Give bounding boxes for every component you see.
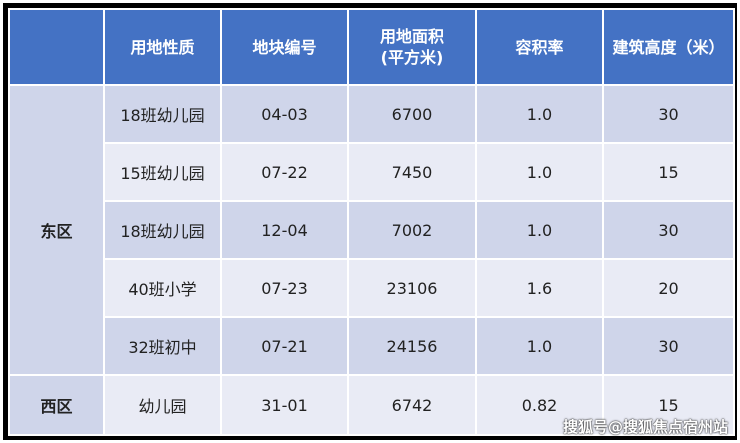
plot-number-cell: 04-03 xyxy=(220,84,349,144)
header-area-line2: (平方米) xyxy=(380,48,444,67)
far-cell: 1.0 xyxy=(475,316,604,376)
height-cell: 30 xyxy=(602,200,735,260)
height-cell: 15 xyxy=(602,374,735,436)
table-row: 40班小学 07-23 23106 1.6 20 xyxy=(9,258,735,318)
plot-number-cell: 07-22 xyxy=(220,142,349,202)
area-cell: 23106 xyxy=(347,258,477,318)
land-use-cell: 18班幼儿园 xyxy=(103,84,222,144)
table-row: 32班初中 07-21 24156 1.0 30 xyxy=(9,316,735,376)
plot-number-cell: 12-04 xyxy=(220,200,349,260)
area-cell: 6742 xyxy=(347,374,477,436)
land-use-cell: 40班小学 xyxy=(103,258,222,318)
plot-number-cell: 07-21 xyxy=(220,316,349,376)
table-row: 东区 18班幼儿园 04-03 6700 1.0 30 xyxy=(8,84,735,376)
land-use-cell: 32班初中 xyxy=(103,316,222,376)
header-far: 容积率 xyxy=(475,8,604,86)
height-cell: 30 xyxy=(602,84,735,144)
area-cell: 6700 xyxy=(347,84,477,144)
header-height: 建筑高度（米） xyxy=(602,8,735,86)
height-cell: 30 xyxy=(602,316,735,376)
table-row: 西区 幼儿园 31-01 6742 0.82 15 xyxy=(8,374,735,436)
table-row: 15班幼儿园 07-22 7450 1.0 15 xyxy=(9,142,735,202)
zone-cell: 西区 xyxy=(8,374,105,436)
far-cell: 1.0 xyxy=(475,84,604,144)
area-cell: 24156 xyxy=(347,316,477,376)
far-cell: 0.82 xyxy=(475,374,604,436)
header-area-line1: 用地面积 xyxy=(379,27,444,46)
land-use-cell: 15班幼儿园 xyxy=(103,142,222,202)
plot-number-cell: 07-23 xyxy=(220,258,349,318)
land-use-cell: 18班幼儿园 xyxy=(103,200,222,260)
height-cell: 20 xyxy=(602,258,735,318)
land-use-table: 用地性质 地块编号 用地面积 (平方米) 容积率 建筑高度（米） 东区 18班幼儿园… xyxy=(8,8,735,436)
far-cell: 1.0 xyxy=(475,200,604,260)
header-area: 用地面积 (平方米) xyxy=(347,8,477,86)
header-land-use: 用地性质 xyxy=(103,8,222,86)
area-cell: 7002 xyxy=(347,200,477,260)
height-cell: 15 xyxy=(602,142,735,202)
table-row: 18班幼儿园 12-04 7002 1.0 30 xyxy=(9,200,735,260)
header-plot-number: 地块编号 xyxy=(220,8,349,86)
plot-number-cell: 31-01 xyxy=(220,374,349,436)
area-cell: 7450 xyxy=(347,142,477,202)
header-zone xyxy=(8,8,105,86)
header-row: 用地性质 地块编号 用地面积 (平方米) 容积率 建筑高度（米） xyxy=(8,8,735,86)
land-use-cell: 幼儿园 xyxy=(103,374,222,436)
far-cell: 1.0 xyxy=(475,142,604,202)
watermark: 搜狐号@搜狐焦点宿州站 xyxy=(562,418,728,436)
zone-cell: 东区 xyxy=(8,84,105,376)
far-cell: 1.6 xyxy=(475,258,604,318)
